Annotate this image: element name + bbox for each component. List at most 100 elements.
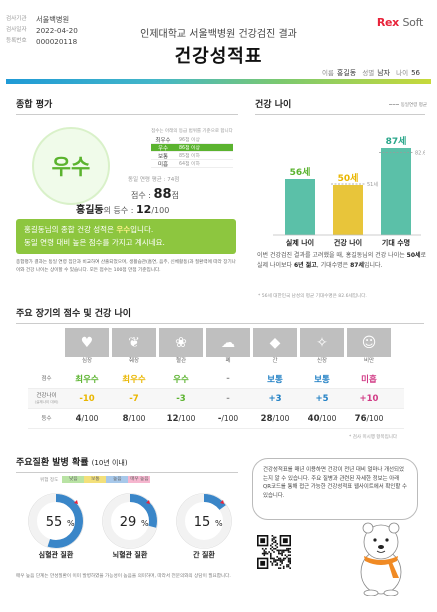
not-tested-note: * 검사 미시행 항목입니다 <box>349 435 397 440</box>
organ-label-row: 심장 췌장 혈관 폐 간 신장 비만 <box>65 357 391 366</box>
bar-value-label: 56세 <box>290 166 311 178</box>
grade-badge: 우수 <box>32 127 110 205</box>
organ-name: 비만 <box>363 358 375 364</box>
rexsoft-logo: Rex Soft <box>376 16 423 29</box>
kidney-icon: ✧ <box>300 328 344 357</box>
risk-percent: 29 <box>120 515 137 530</box>
organ-grade: 미흡 <box>361 374 377 385</box>
report-title: 건강성적표 <box>174 46 263 67</box>
trend-arrow-icon <box>74 500 78 504</box>
organ-name: 혈관 <box>175 358 187 364</box>
risk-note: 매우 높음 단계는 만성질환이 이미 발병하였을 가능성이 높음을 의미하며, … <box>16 574 231 579</box>
average-label: 82.6세 <box>415 149 425 156</box>
heart-icon: ♥ <box>65 328 109 357</box>
risk-percent-unit: % <box>67 519 75 528</box>
disease-risk-donuts: 55% 29% 15% <box>28 493 232 549</box>
risk-donut: 29% <box>102 493 158 549</box>
grade-range: 64점 이하 <box>179 162 200 167</box>
risk-legend-item: 낮음 <box>62 476 85 483</box>
organ-rank: 40/100 <box>307 413 337 424</box>
bar-1 <box>333 185 363 235</box>
grade-name: 미흡 <box>157 161 169 168</box>
organ-grade: - <box>226 373 230 384</box>
row-header-grade: 점수 <box>41 375 52 382</box>
info-speech-bubble: 건강성적표를 매년 이용하면 건강이 전년 대비 얼마나 개선되었는지 알 수 … <box>252 458 418 520</box>
bar-value-label: 87세 <box>386 135 407 147</box>
organ-grade: 최우수 <box>122 374 146 385</box>
organ-health-age: +3 <box>268 393 282 404</box>
exam-date-value: 2022-04-20 <box>36 26 78 35</box>
risk-disease-name: 뇌혈관 질환 <box>112 551 148 559</box>
organ-name: 폐 <box>225 358 231 364</box>
organ-rank: 28/100 <box>260 413 290 424</box>
risk-arc <box>177 494 231 548</box>
lung-icon: ☁ <box>206 328 250 357</box>
grade-name: 우수 <box>157 145 169 152</box>
organ-grade: 보통 <box>267 374 283 385</box>
pancreas-icon: ❦ <box>112 328 156 357</box>
evaluation-panel: 우수 점수는 아래의 등급 범위를 기준으로 합니다 최우수 96점 이상 우수 86… <box>16 117 236 227</box>
age-average-score: 동일 연령 평균 : 74점 <box>128 177 180 183</box>
organ-health-age: +10 <box>359 393 379 404</box>
blood-vessel-icon: ❀ <box>159 328 203 357</box>
organ-health-age: -7 <box>129 393 139 404</box>
organ-rank: 76/100 <box>354 413 384 424</box>
evaluation-summary-banner: 홍길동님의 종합 건강 성적은 우수입니다. 동일 연령 대비 높은 점수를 가… <box>16 219 236 254</box>
evaluation-heading: 종합 평가 <box>16 97 238 115</box>
trend-arrow-icon <box>146 500 150 504</box>
organ-health-age: +5 <box>315 393 329 404</box>
bar-2 <box>381 148 411 235</box>
exam-org-value: 서울백병원 <box>36 15 70 24</box>
person-name: 홍길동 <box>336 69 357 77</box>
bar-0 <box>285 179 315 235</box>
average-label: 51세 <box>367 181 378 188</box>
exam-date-label: 검사일자 <box>6 27 27 33</box>
bar-category-label: 기대 수명 <box>382 238 410 247</box>
row-header-age: 건강나이 (실제나이 대비) <box>34 392 59 404</box>
grade-range: 86점 이상 <box>179 146 200 151</box>
organ-rank: -/100 <box>217 413 239 424</box>
organ-grade: 최우수 <box>75 374 99 385</box>
organ-rank: 8/100 <box>122 413 146 424</box>
risk-level-legend: 위험 정도 낮음 보통 높음 매우 높음 <box>40 476 151 483</box>
organs-heading: 주요 장기의 점수 및 건강 나이 <box>16 306 424 324</box>
organ-rank: 12/100 <box>166 413 196 424</box>
risk-percent: 15 <box>194 515 211 530</box>
total-score: 점수 : 88점 <box>131 187 179 202</box>
organ-health-age: -3 <box>176 393 186 404</box>
health-age-description: 이번 건강검진 결과를 고려했을 때, 홍길동님의 건강 나이는 50세로 실제… <box>257 252 427 269</box>
grade-range-table: 점수는 아래의 등급 범위를 기준으로 합니다 최우수 96점 이상 우수 86점 이… <box>151 129 233 168</box>
risk-percent: 55 <box>46 515 63 530</box>
organ-icon-row: ♥ ❦ ❀ ☁ ◆ ✧ ☺ <box>65 328 391 357</box>
report-subtitle: 인제대학교 서울백병원 건강검진 결과 <box>140 29 297 40</box>
rank-line: 홍길동의 등수 : 12/100 <box>76 203 170 216</box>
risk-arc <box>29 494 83 548</box>
exam-org-label: 검사기관 <box>6 16 27 22</box>
qr-code[interactable] <box>257 535 291 569</box>
obesity-icon: ☺ <box>347 328 391 357</box>
risk-percent-unit: % <box>215 519 223 528</box>
bar-category-label: 실제 나이 <box>286 238 314 247</box>
grade-range-row: 최우수 96점 이상 <box>151 136 233 144</box>
life-expectancy-note: * 56세 대한민국 남성의 평균 기대수명은 82.6세입니다. <box>258 294 367 299</box>
average-legend: 동일연령 평균 <box>388 102 427 108</box>
organ-grade: 보통 <box>314 374 330 385</box>
reg-number-label: 등록번호 <box>6 38 27 44</box>
grade-range-row: 미흡 64점 이하 <box>151 160 233 168</box>
bar-category-label: 건강 나이 <box>334 238 362 247</box>
organ-score-table: 점수 최우수 최우수 우수 - 보통 보통 미흡 건강나이 (실제나이 대비) -10 -7 -3 - +… <box>28 369 404 429</box>
organ-health-age: - <box>226 393 230 404</box>
person-sex: 남자 <box>377 69 391 77</box>
organ-name: 간 <box>272 358 278 364</box>
reg-number-value: 000020118 <box>36 37 78 46</box>
risk-legend-item: 보통 <box>84 476 107 483</box>
organ-grade: 우수 <box>173 374 189 385</box>
grade-range-row: 우수 86점 이상 <box>151 144 233 152</box>
risk-arc <box>103 494 157 548</box>
health-age-heading: 건강 나이 <box>255 97 425 115</box>
risk-legend-item: 높음 <box>106 476 129 483</box>
person-info: 이름 홍길동 성별 남자 나이 56 <box>321 69 420 77</box>
liver-icon: ◆ <box>253 328 297 357</box>
